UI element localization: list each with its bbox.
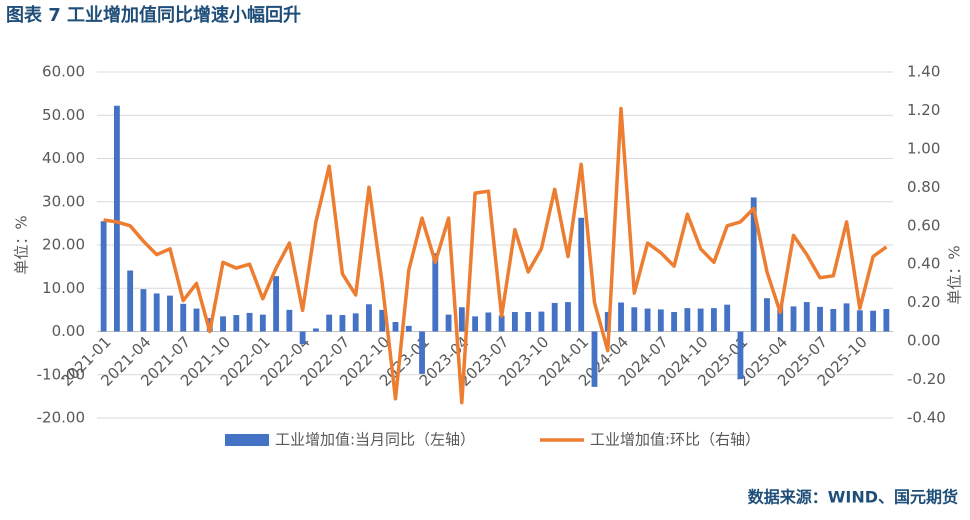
bar — [366, 304, 372, 332]
bar — [777, 305, 784, 332]
bar — [764, 298, 770, 332]
bar — [684, 308, 691, 332]
y-axis-title: 单位：% — [13, 215, 31, 274]
bar — [856, 310, 863, 332]
y2-tick-label: 1.40 — [907, 63, 940, 81]
bar — [750, 197, 757, 332]
y2-tick-label: -0.20 — [907, 370, 946, 388]
bar — [246, 312, 253, 332]
bar — [724, 304, 731, 332]
bar — [100, 221, 107, 332]
bar — [113, 105, 120, 332]
y-tick-label: -10.00 — [37, 365, 85, 383]
bar — [618, 302, 624, 332]
bar — [193, 308, 200, 332]
bar — [392, 321, 399, 332]
bar — [817, 306, 823, 332]
bar — [339, 315, 346, 332]
bar — [458, 307, 465, 332]
y2-tick-label: 0.80 — [907, 178, 940, 196]
bar — [843, 303, 850, 332]
bar — [153, 293, 160, 332]
bar — [790, 306, 797, 332]
bar — [870, 310, 877, 332]
bar — [883, 309, 890, 332]
y2-tick-label: 1.00 — [907, 139, 940, 157]
bar — [525, 312, 532, 332]
y2-axis-title: 单位：% — [946, 245, 964, 304]
y2-tick-label: 0.60 — [907, 216, 940, 234]
y-tick-label: 50.00 — [42, 106, 85, 124]
y-tick-label: 10.00 — [42, 279, 85, 297]
source: 数据来源：WIND、国元期货 — [748, 488, 958, 507]
bar — [352, 313, 359, 332]
bar — [671, 312, 678, 332]
bar — [167, 295, 173, 332]
chart-title: 图表 7 工业增加值同比增速小幅回升 — [6, 4, 301, 26]
bar — [485, 312, 492, 332]
y-tick-label: 60.00 — [42, 63, 85, 81]
bar — [180, 303, 187, 332]
bar — [312, 328, 319, 332]
bar — [220, 316, 226, 332]
legend-label: 工业增加值:环比（右轴） — [590, 431, 760, 449]
bar — [578, 217, 585, 332]
bar — [551, 302, 558, 332]
bar — [511, 312, 518, 332]
y-tick-label: 30.00 — [42, 192, 85, 210]
bar — [259, 314, 266, 332]
y2-tick-label: 1.20 — [907, 101, 940, 119]
bar — [697, 308, 704, 332]
line — [103, 106, 888, 405]
bar — [830, 309, 837, 332]
bar — [591, 331, 598, 387]
bar — [405, 325, 412, 332]
bar — [432, 253, 439, 332]
bar — [299, 331, 306, 345]
bar — [379, 309, 386, 332]
bar — [286, 309, 293, 332]
y-tick-label: -20.00 — [37, 409, 85, 427]
y2-tick-label: 0.20 — [907, 293, 940, 311]
y2-tick-label: 0.40 — [907, 255, 940, 273]
bar — [803, 302, 810, 332]
y-tick-label: 0.00 — [52, 322, 85, 340]
bar — [326, 314, 333, 332]
bar — [233, 315, 240, 332]
legend-swatch — [225, 434, 269, 446]
bar — [445, 314, 452, 332]
bar — [565, 302, 571, 332]
legend-label: 工业增加值:当月同比（左轴） — [275, 431, 475, 449]
bar — [419, 331, 425, 374]
bar — [472, 316, 479, 332]
bar — [710, 308, 717, 332]
y2-tick-label: -0.40 — [907, 409, 946, 427]
bar — [657, 309, 664, 332]
bar — [631, 307, 638, 332]
bar — [127, 270, 134, 332]
y2-tick-label: 0.00 — [907, 332, 940, 350]
bar — [273, 276, 280, 332]
bar — [644, 308, 651, 332]
bar — [737, 331, 744, 380]
bar — [498, 315, 505, 332]
bar — [140, 289, 147, 332]
y-tick-label: 20.00 — [42, 236, 85, 254]
bar — [538, 311, 545, 332]
y-tick-label: 40.00 — [42, 149, 85, 167]
